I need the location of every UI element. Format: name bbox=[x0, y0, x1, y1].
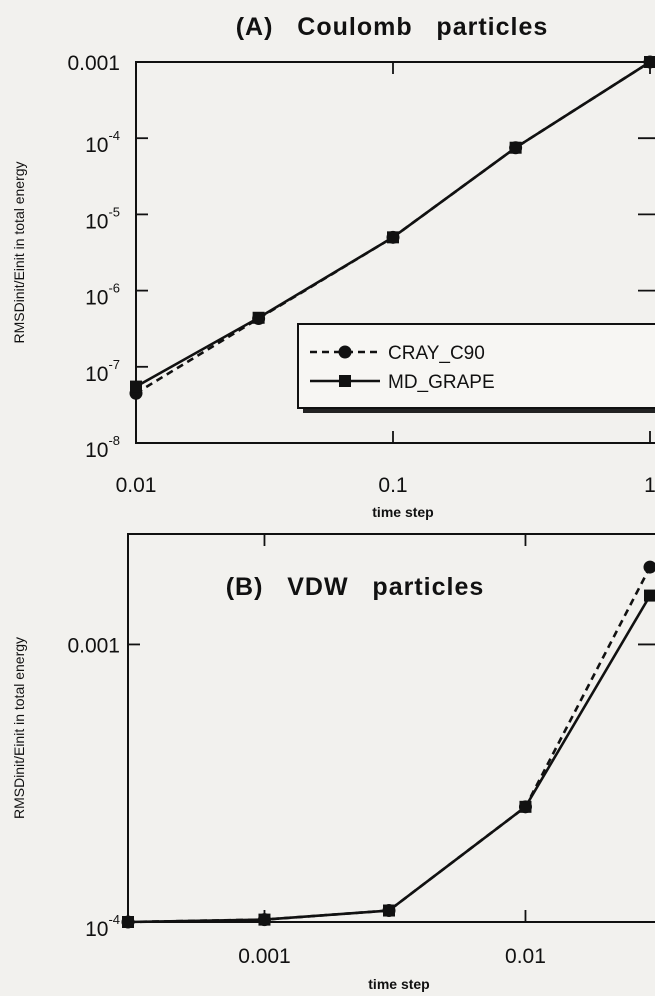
x-axis-title: time step bbox=[372, 504, 433, 520]
legend-box bbox=[297, 323, 655, 409]
y-tick-label: 10-6 bbox=[85, 281, 120, 310]
x-tick-label: 0.001 bbox=[238, 945, 291, 968]
y-tick-label: 10-4 bbox=[85, 128, 120, 157]
y-tick-exponent: -4 bbox=[108, 912, 120, 927]
y-tick-label: 10-4 bbox=[85, 912, 120, 941]
data-point-square bbox=[644, 589, 655, 602]
y-tick-base: 10 bbox=[85, 439, 108, 462]
plot-frame bbox=[127, 533, 655, 923]
y-axis-title: RMSDinit/Einit in total energy bbox=[11, 161, 27, 343]
vdw-chart: (B) VDW particles 0.001 10-4 0.001 0.01 time … bbox=[11, 533, 655, 992]
chart-title: (A) Coulomb particles bbox=[236, 13, 549, 41]
data-point-square bbox=[130, 380, 142, 393]
x-tick-label: 0.01 bbox=[505, 945, 546, 968]
data-point-square bbox=[387, 231, 399, 244]
y-tick-label: 10-5 bbox=[85, 204, 120, 233]
y-tick-label: 0.001 bbox=[67, 52, 120, 75]
y-tick-exponent: -8 bbox=[108, 433, 120, 448]
y-tick-label: 10-7 bbox=[85, 357, 120, 386]
chart-panel-a: (A) Coulomb particles 0.001 10-4 10-5 10-6 10… bbox=[11, 13, 655, 520]
y-tick-exponent: -5 bbox=[108, 204, 120, 219]
y-tick-exponent: -4 bbox=[108, 128, 120, 143]
legend-label: CRAY_C90 bbox=[388, 343, 485, 364]
data-point-square bbox=[383, 904, 395, 917]
y-axis-title: RMSDinit/Einit in total energy bbox=[11, 637, 27, 819]
y-tick-base: 10 bbox=[85, 363, 108, 386]
x-tick-label: 0.1 bbox=[378, 474, 407, 497]
legend-label: MD_GRAPE bbox=[388, 372, 495, 393]
y-tick-exponent: -7 bbox=[108, 357, 120, 372]
y-tick-exponent: -6 bbox=[108, 281, 120, 296]
y-tick-base: 10 bbox=[85, 134, 108, 157]
coulomb-chart: (A) Coulomb particles0.00110-410-510-610… bbox=[11, 13, 655, 520]
legend-marker-circle bbox=[338, 345, 352, 359]
series-line-md-grape bbox=[127, 594, 652, 924]
plot-frame bbox=[135, 61, 655, 444]
legend-marker-square bbox=[339, 375, 351, 387]
chart-panel-b: (B) VDW particles 0.001 10-4 0.001 0.01 time … bbox=[0, 520, 655, 996]
y-tick-base: 10 bbox=[85, 210, 108, 233]
chart-title: (B) VDW particles bbox=[226, 573, 485, 601]
data-point-square bbox=[644, 56, 655, 68]
x-tick-label: 0.01 bbox=[116, 474, 157, 497]
data-point-square bbox=[122, 916, 134, 928]
x-tick-label: 1 bbox=[644, 474, 655, 497]
data-point-square bbox=[519, 800, 532, 813]
y-tick-base: 10 bbox=[85, 918, 108, 941]
data-point-square bbox=[258, 913, 271, 926]
x-axis-title: time step bbox=[368, 976, 429, 992]
y-tick-base: 10 bbox=[85, 287, 108, 310]
y-tick-label: 0.001 bbox=[67, 634, 120, 657]
data-point-square bbox=[252, 311, 265, 324]
y-tick-label: 10-8 bbox=[85, 433, 120, 462]
data-point-circle bbox=[643, 560, 655, 574]
data-point-square bbox=[509, 141, 522, 154]
series-line-cray-c90 bbox=[127, 566, 652, 924]
